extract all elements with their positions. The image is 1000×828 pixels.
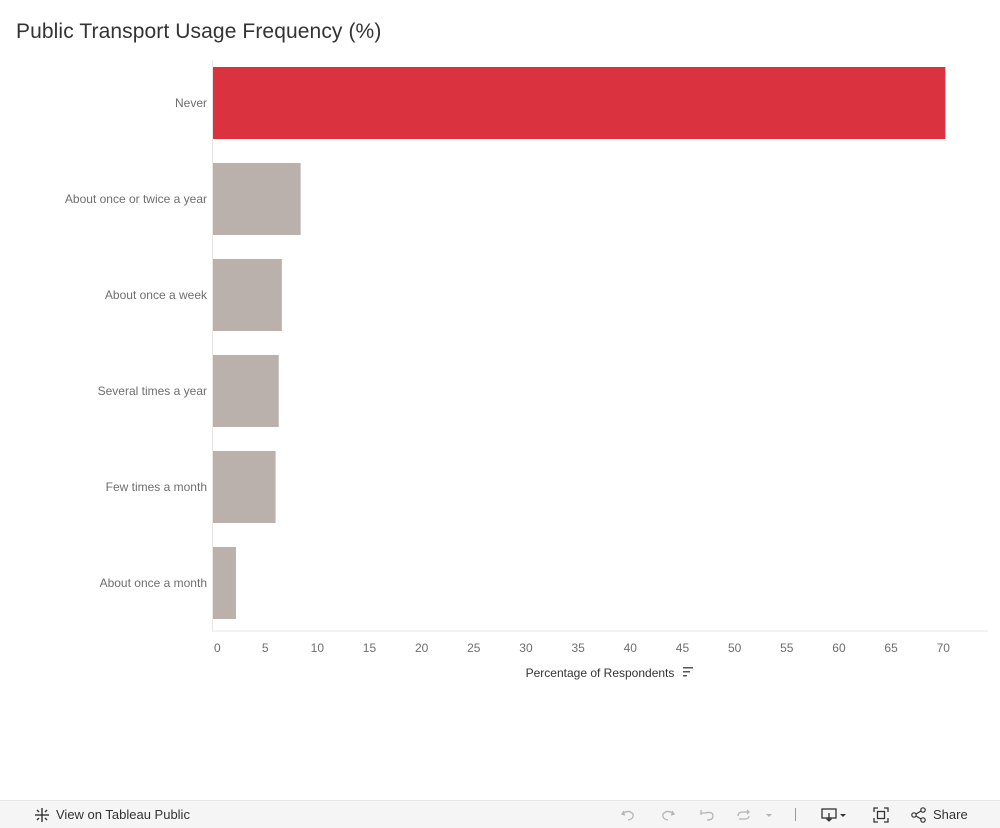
revert-button[interactable] — [699, 801, 717, 828]
chevron-down-icon — [840, 813, 846, 817]
tableau-logo-icon — [35, 807, 49, 822]
chevron-down-icon — [766, 813, 772, 817]
undo-button[interactable] — [619, 801, 637, 828]
redo-icon — [662, 810, 676, 821]
x-tick-label-15: 15 — [363, 641, 377, 655]
bar-2[interactable] — [213, 259, 282, 331]
bar-3[interactable] — [213, 355, 279, 427]
share-label: Share — [933, 807, 968, 822]
x-tick-label-55: 55 — [780, 641, 794, 655]
category-label-0: Never — [175, 96, 207, 110]
bar-1[interactable] — [213, 163, 301, 235]
x-tick-label-25: 25 — [467, 641, 481, 655]
download-button[interactable] — [820, 801, 848, 828]
download-icon — [821, 807, 837, 822]
category-label-4: Few times a month — [106, 480, 207, 494]
x-tick-label-20: 20 — [415, 641, 429, 655]
x-tick-label-5: 5 — [262, 641, 269, 655]
sort-icon[interactable] — [683, 667, 693, 677]
x-tick-label-65: 65 — [884, 641, 898, 655]
x-tick-label-45: 45 — [676, 641, 690, 655]
revert-icon — [700, 809, 714, 821]
category-label-1: About once or twice a year — [65, 192, 207, 206]
share-icon — [911, 806, 926, 823]
tableau-toolbar: View on Tableau Public — [0, 800, 1000, 828]
x-tick-label-0: 0 — [214, 641, 221, 655]
x-tick-label-50: 50 — [728, 641, 742, 655]
x-tick-label-30: 30 — [519, 641, 533, 655]
category-label-2: About once a week — [105, 288, 208, 302]
bar-5[interactable] — [213, 547, 236, 619]
x-tick-label-40: 40 — [624, 641, 638, 655]
redo-button[interactable] — [659, 801, 677, 828]
x-tick-label-60: 60 — [832, 641, 846, 655]
refresh-icon — [737, 809, 750, 820]
category-label-5: About once a month — [100, 576, 207, 590]
chart-title: Public Transport Usage Frequency (%) — [16, 20, 382, 43]
bar-0[interactable] — [213, 67, 946, 139]
fullscreen-icon — [873, 806, 889, 823]
x-tick-label-70: 70 — [937, 641, 951, 655]
undo-icon — [620, 810, 634, 821]
refresh-dropdown[interactable] — [764, 801, 774, 828]
share-button[interactable]: Share — [910, 801, 968, 828]
view-on-tableau-public-label: View on Tableau Public — [56, 807, 190, 822]
view-on-tableau-public-link[interactable]: View on Tableau Public — [33, 801, 190, 828]
toolbar-divider — [795, 808, 796, 821]
x-axis-title: Percentage of Respondents — [526, 666, 675, 680]
refresh-button[interactable] — [735, 801, 753, 828]
x-tick-label-10: 10 — [311, 641, 325, 655]
fullscreen-button[interactable] — [872, 801, 890, 828]
bar-4[interactable] — [213, 451, 276, 523]
x-tick-label-35: 35 — [571, 641, 585, 655]
category-label-3: Several times a year — [98, 384, 207, 398]
bar-chart: Never About once or twice a year About onc… — [65, 60, 988, 680]
